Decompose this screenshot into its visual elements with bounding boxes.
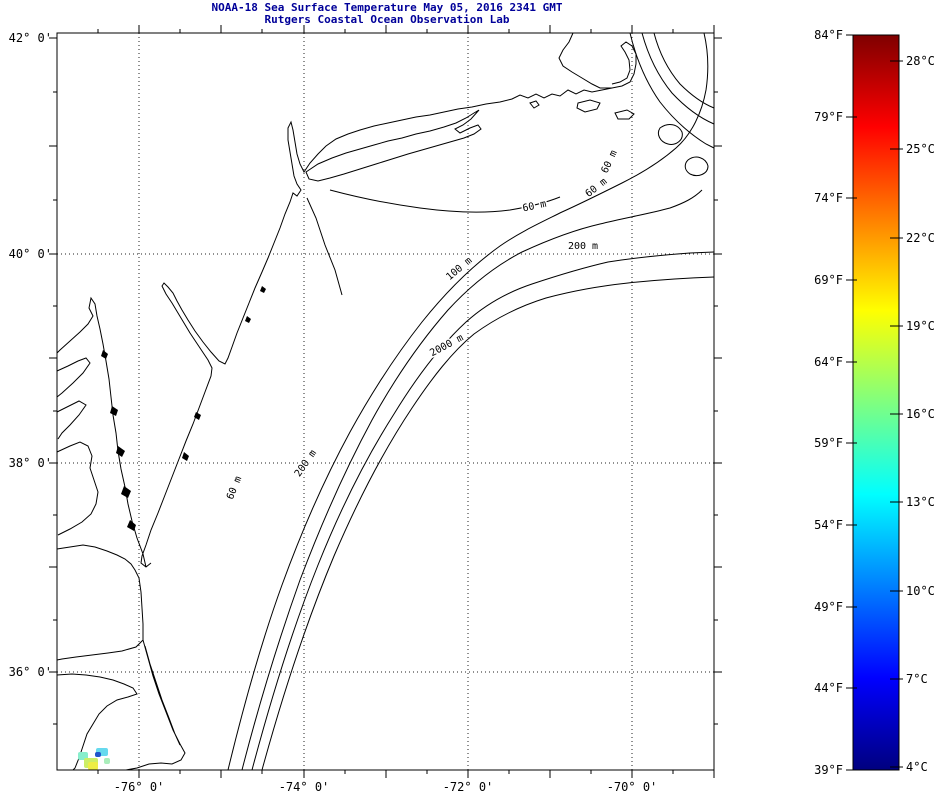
long-island-path <box>305 109 482 182</box>
colorbar-c-label: 22°C <box>906 231 935 245</box>
colorbar <box>852 34 900 771</box>
colorbar-c-label: 25°C <box>906 142 935 156</box>
contour-60m-spur <box>329 189 561 213</box>
colorbar-c-label: 4°C <box>906 760 928 774</box>
y-axis-label: 38° 0' <box>9 456 52 470</box>
hudson-shelf-valley <box>306 197 343 296</box>
axis-ticks <box>49 25 722 778</box>
sst-data-patch <box>78 752 88 760</box>
graticule <box>57 33 714 770</box>
georges-bank-contour-1 <box>629 32 715 149</box>
contour-100m <box>241 189 703 771</box>
contour-label: 60 m <box>600 149 620 175</box>
contour-2000m <box>261 276 715 771</box>
y-axis-label: 40° 0' <box>9 247 52 261</box>
island-block <box>529 100 540 109</box>
x-axis-label: -70° 0' <box>607 780 658 794</box>
colorbar-f-label: 79°F <box>814 110 843 124</box>
georges-bank-contour-2 <box>641 32 715 125</box>
contour-label: 200 m <box>293 448 319 479</box>
contour-label: 100 m <box>444 255 474 283</box>
colorbar-c-label: 13°C <box>906 495 935 509</box>
map-frame <box>56 32 715 771</box>
x-axis-label: -74° 0' <box>279 780 330 794</box>
colorbar-c-label: 16°C <box>906 407 935 421</box>
x-axis-label: -76° 0' <box>114 780 165 794</box>
sst-data-patch <box>104 758 110 764</box>
colorbar-labels: 84°F 79°F 74°F 69°F 64°F 59°F 54°F 49°F 44°F 39°F… <box>814 28 935 777</box>
colorbar-c-label: 7°C <box>906 672 928 686</box>
colorbar-f-label: 74°F <box>814 191 843 205</box>
colorbar-f-label: 39°F <box>814 763 843 777</box>
colorbar-ticks <box>846 34 903 771</box>
contour-200m <box>251 251 715 771</box>
y-axis-label: 36° 0' <box>9 665 52 679</box>
colorbar-c-label: 10°C <box>906 584 935 598</box>
colorbar-f-label: 59°F <box>814 436 843 450</box>
contour-label: 200 m <box>568 241 598 252</box>
shoal-blob-2 <box>684 156 709 177</box>
colorbar-f-label: 49°F <box>814 600 843 614</box>
contour-label: 60 m <box>522 199 548 215</box>
colorbar-f-label: 54°F <box>814 518 843 532</box>
sst-data-patches <box>78 748 110 770</box>
colorbar-f-label: 44°F <box>814 681 843 695</box>
shoal-blob-1 <box>657 124 683 145</box>
axis-labels: -76° 0' -74° 0' -72° 0' -70° 0' 42° 0' 40° 0'… <box>9 31 658 794</box>
contour-label: 60 m <box>584 176 610 200</box>
contour-label: 2000 m <box>428 332 465 359</box>
figure-title: NOAA-18 Sea Surface Temperature May 05, … <box>211 1 563 14</box>
colorbar-c-label: 19°C <box>906 319 935 333</box>
island-marthas-vineyard <box>576 99 601 113</box>
outer-banks-path <box>125 639 186 771</box>
bathymetry-contours <box>227 32 715 771</box>
coastline <box>56 32 637 771</box>
contour-label: 60 m <box>225 475 244 501</box>
y-axis-label: 42° 0' <box>9 31 52 45</box>
contour-60m <box>227 32 709 771</box>
sst-data-patch <box>95 752 101 757</box>
georges-bank-contour-3 <box>653 32 715 109</box>
x-axis-label: -72° 0' <box>443 780 494 794</box>
colorbar-f-label: 64°F <box>814 355 843 369</box>
coastline-path <box>56 32 637 771</box>
colorbar-f-label: 69°F <box>814 273 843 287</box>
colorbar-c-label: 28°C <box>906 54 935 68</box>
island-nantucket <box>614 109 635 120</box>
sst-data-patch <box>88 762 98 770</box>
figure-subtitle: Rutgers Coastal Ocean Observation Lab <box>264 13 510 26</box>
colorbar-f-label: 84°F <box>814 28 843 42</box>
